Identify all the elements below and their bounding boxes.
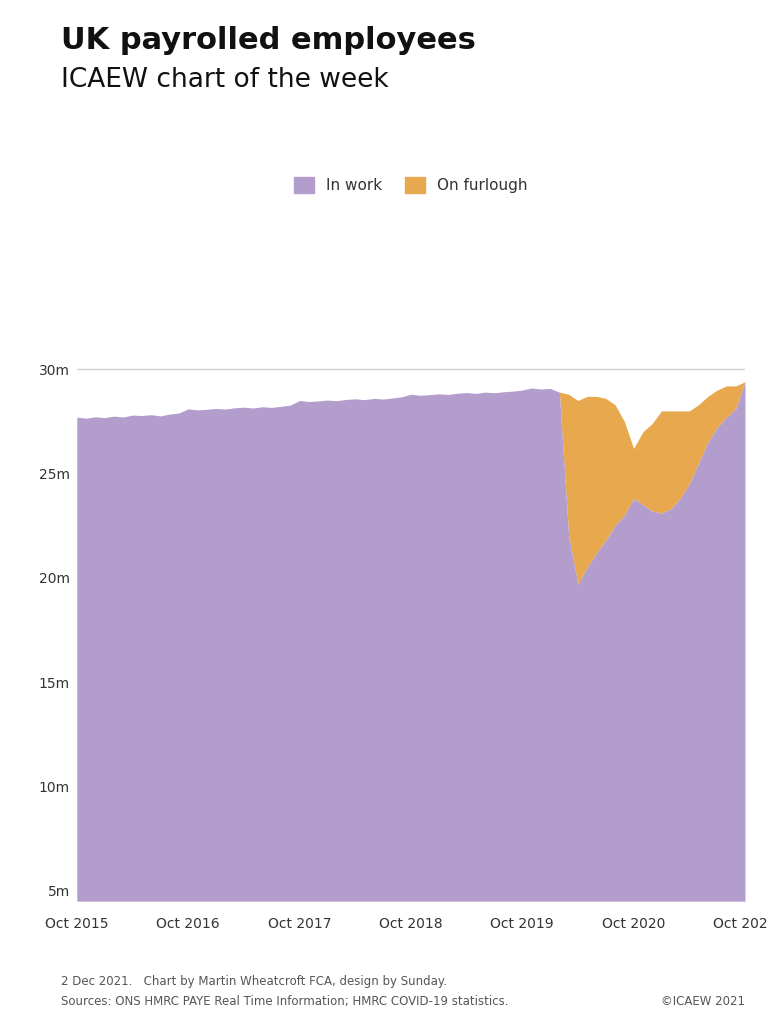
Text: ©ICAEW 2021: ©ICAEW 2021 bbox=[661, 995, 745, 1009]
Text: Sources: ONS HMRC PAYE Real Time Information; HMRC COVID-19 statistics.: Sources: ONS HMRC PAYE Real Time Informa… bbox=[61, 995, 509, 1009]
Text: 2 Dec 2021.   Chart by Martin Wheatcroft FCA, design by Sunday.: 2 Dec 2021. Chart by Martin Wheatcroft F… bbox=[61, 975, 448, 988]
Text: UK payrolled employees: UK payrolled employees bbox=[61, 26, 476, 54]
Legend: In work, On furlough: In work, On furlough bbox=[294, 176, 528, 194]
Text: ICAEW chart of the week: ICAEW chart of the week bbox=[61, 67, 389, 92]
